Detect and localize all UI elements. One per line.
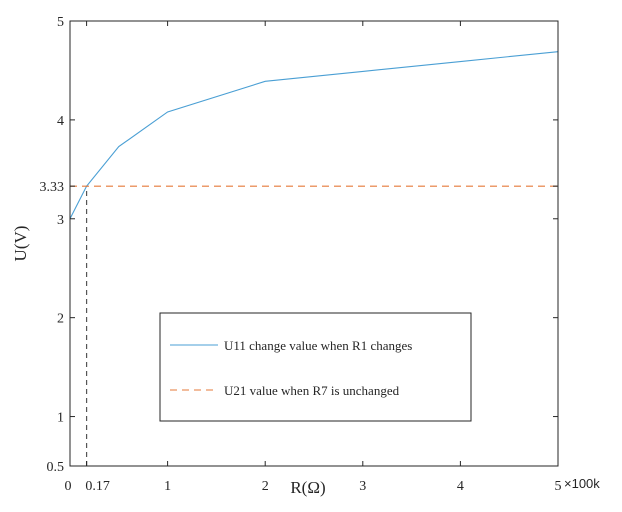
legend: U11 change value when R1 changes U21 valu… <box>159 312 472 422</box>
x-axis-label: R(Ω) <box>290 478 325 497</box>
legend-box <box>159 312 472 422</box>
y-tick-label-4: 3.33 <box>40 180 65 195</box>
y-tick-label-1: 1 <box>57 411 64 426</box>
x-tick-label-3: 2 <box>262 479 269 494</box>
y-tick-label-6: 5 <box>57 15 64 30</box>
plot-area <box>69 51 559 466</box>
x-tick-label-6: 5 <box>555 479 562 494</box>
x-tick-label-2: 1 <box>164 479 171 494</box>
y-tick-label-2: 2 <box>57 312 64 327</box>
x-tick-label-5: 4 <box>457 479 464 494</box>
axes-frame <box>69 20 559 467</box>
x-exponent-label: ×100k <box>564 476 600 491</box>
axes: 0 0.17 1 2 3 4 5 0.5 1 2 3 3.33 4 5 R(Ω) U(V) ×100k <box>11 15 600 497</box>
series-line-0 <box>69 51 559 220</box>
legend-entry-0: U11 change value when R1 changes <box>224 338 412 353</box>
y-tick-label-0: 0.5 <box>47 460 65 475</box>
y-tick-label-3: 3 <box>57 213 64 228</box>
y-tick-label-5: 4 <box>57 114 64 129</box>
x-tick-label-4: 3 <box>359 479 366 494</box>
y-axis-label: U(V) <box>11 226 30 262</box>
legend-entry-1: U21 value when R7 is unchanged <box>224 383 400 398</box>
x-tick-label-1: 0.17 <box>85 479 110 494</box>
x-tick-label-0: 0 <box>65 479 72 494</box>
